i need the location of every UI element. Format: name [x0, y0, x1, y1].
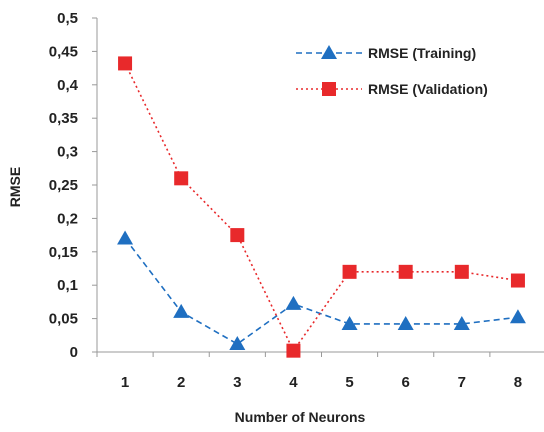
series-layer — [117, 56, 526, 358]
data-point — [230, 228, 245, 243]
legend-label: RMSE (Training) — [368, 45, 476, 61]
x-tick-label: 2 — [177, 374, 185, 391]
data-point — [173, 303, 190, 318]
y-tick-label: 0,35 — [49, 110, 78, 127]
x-tick-label: 8 — [514, 374, 522, 391]
x-tick-label: 7 — [458, 374, 466, 391]
y-tick-label: 0,25 — [49, 177, 78, 194]
y-tick-label: 0,5 — [57, 10, 78, 27]
data-point — [509, 309, 526, 324]
data-point — [117, 230, 134, 245]
y-tick-label: 0,45 — [49, 43, 78, 60]
x-axis-label: Number of Neurons — [235, 409, 366, 425]
x-tick-label: 4 — [289, 374, 298, 391]
legend-marker — [321, 45, 337, 59]
data-point — [229, 335, 246, 350]
series-validation — [118, 56, 525, 358]
x-tick-label: 6 — [402, 374, 410, 391]
data-point — [397, 315, 414, 330]
data-point — [398, 264, 413, 279]
series-line — [124, 237, 519, 345]
x-axis-ticks: 1 2 3 4 5 6 7 8 — [96, 352, 522, 391]
legend-item: RMSE (Validation) — [296, 81, 488, 97]
x-tick-label: 1 — [121, 374, 129, 391]
data-point — [454, 264, 469, 279]
data-point — [510, 273, 525, 288]
y-tick-label: 0,1 — [57, 277, 78, 294]
data-point — [341, 315, 358, 330]
series-training — [117, 230, 526, 350]
y-tick-label: 0 — [70, 344, 78, 361]
y-tick-label: 0,15 — [49, 244, 78, 261]
data-point — [286, 343, 301, 358]
y-tick-label: 0,4 — [57, 77, 79, 94]
data-point — [118, 56, 133, 71]
legend-item: RMSE (Training) — [296, 45, 476, 61]
y-tick-label: 0,3 — [57, 144, 78, 161]
data-point — [453, 315, 470, 330]
legend: RMSE (Training) RMSE (Validation) — [296, 45, 488, 97]
y-tick-label: 0,05 — [49, 311, 78, 328]
y-axis-ticks: 0 0,05 0,1 0,15 0,2 0,25 0,3 0,35 0,4 0,45 0,5 — [49, 10, 97, 361]
x-tick-label: 3 — [233, 374, 241, 391]
y-tick-label: 0,2 — [57, 210, 78, 227]
data-point — [285, 295, 302, 310]
data-point — [174, 171, 189, 186]
data-point — [342, 264, 357, 279]
legend-label: RMSE (Validation) — [368, 81, 488, 97]
series-line — [124, 63, 519, 353]
x-tick-label: 5 — [345, 374, 353, 391]
legend-marker — [322, 82, 336, 96]
y-axis-label: RMSE — [7, 167, 23, 207]
